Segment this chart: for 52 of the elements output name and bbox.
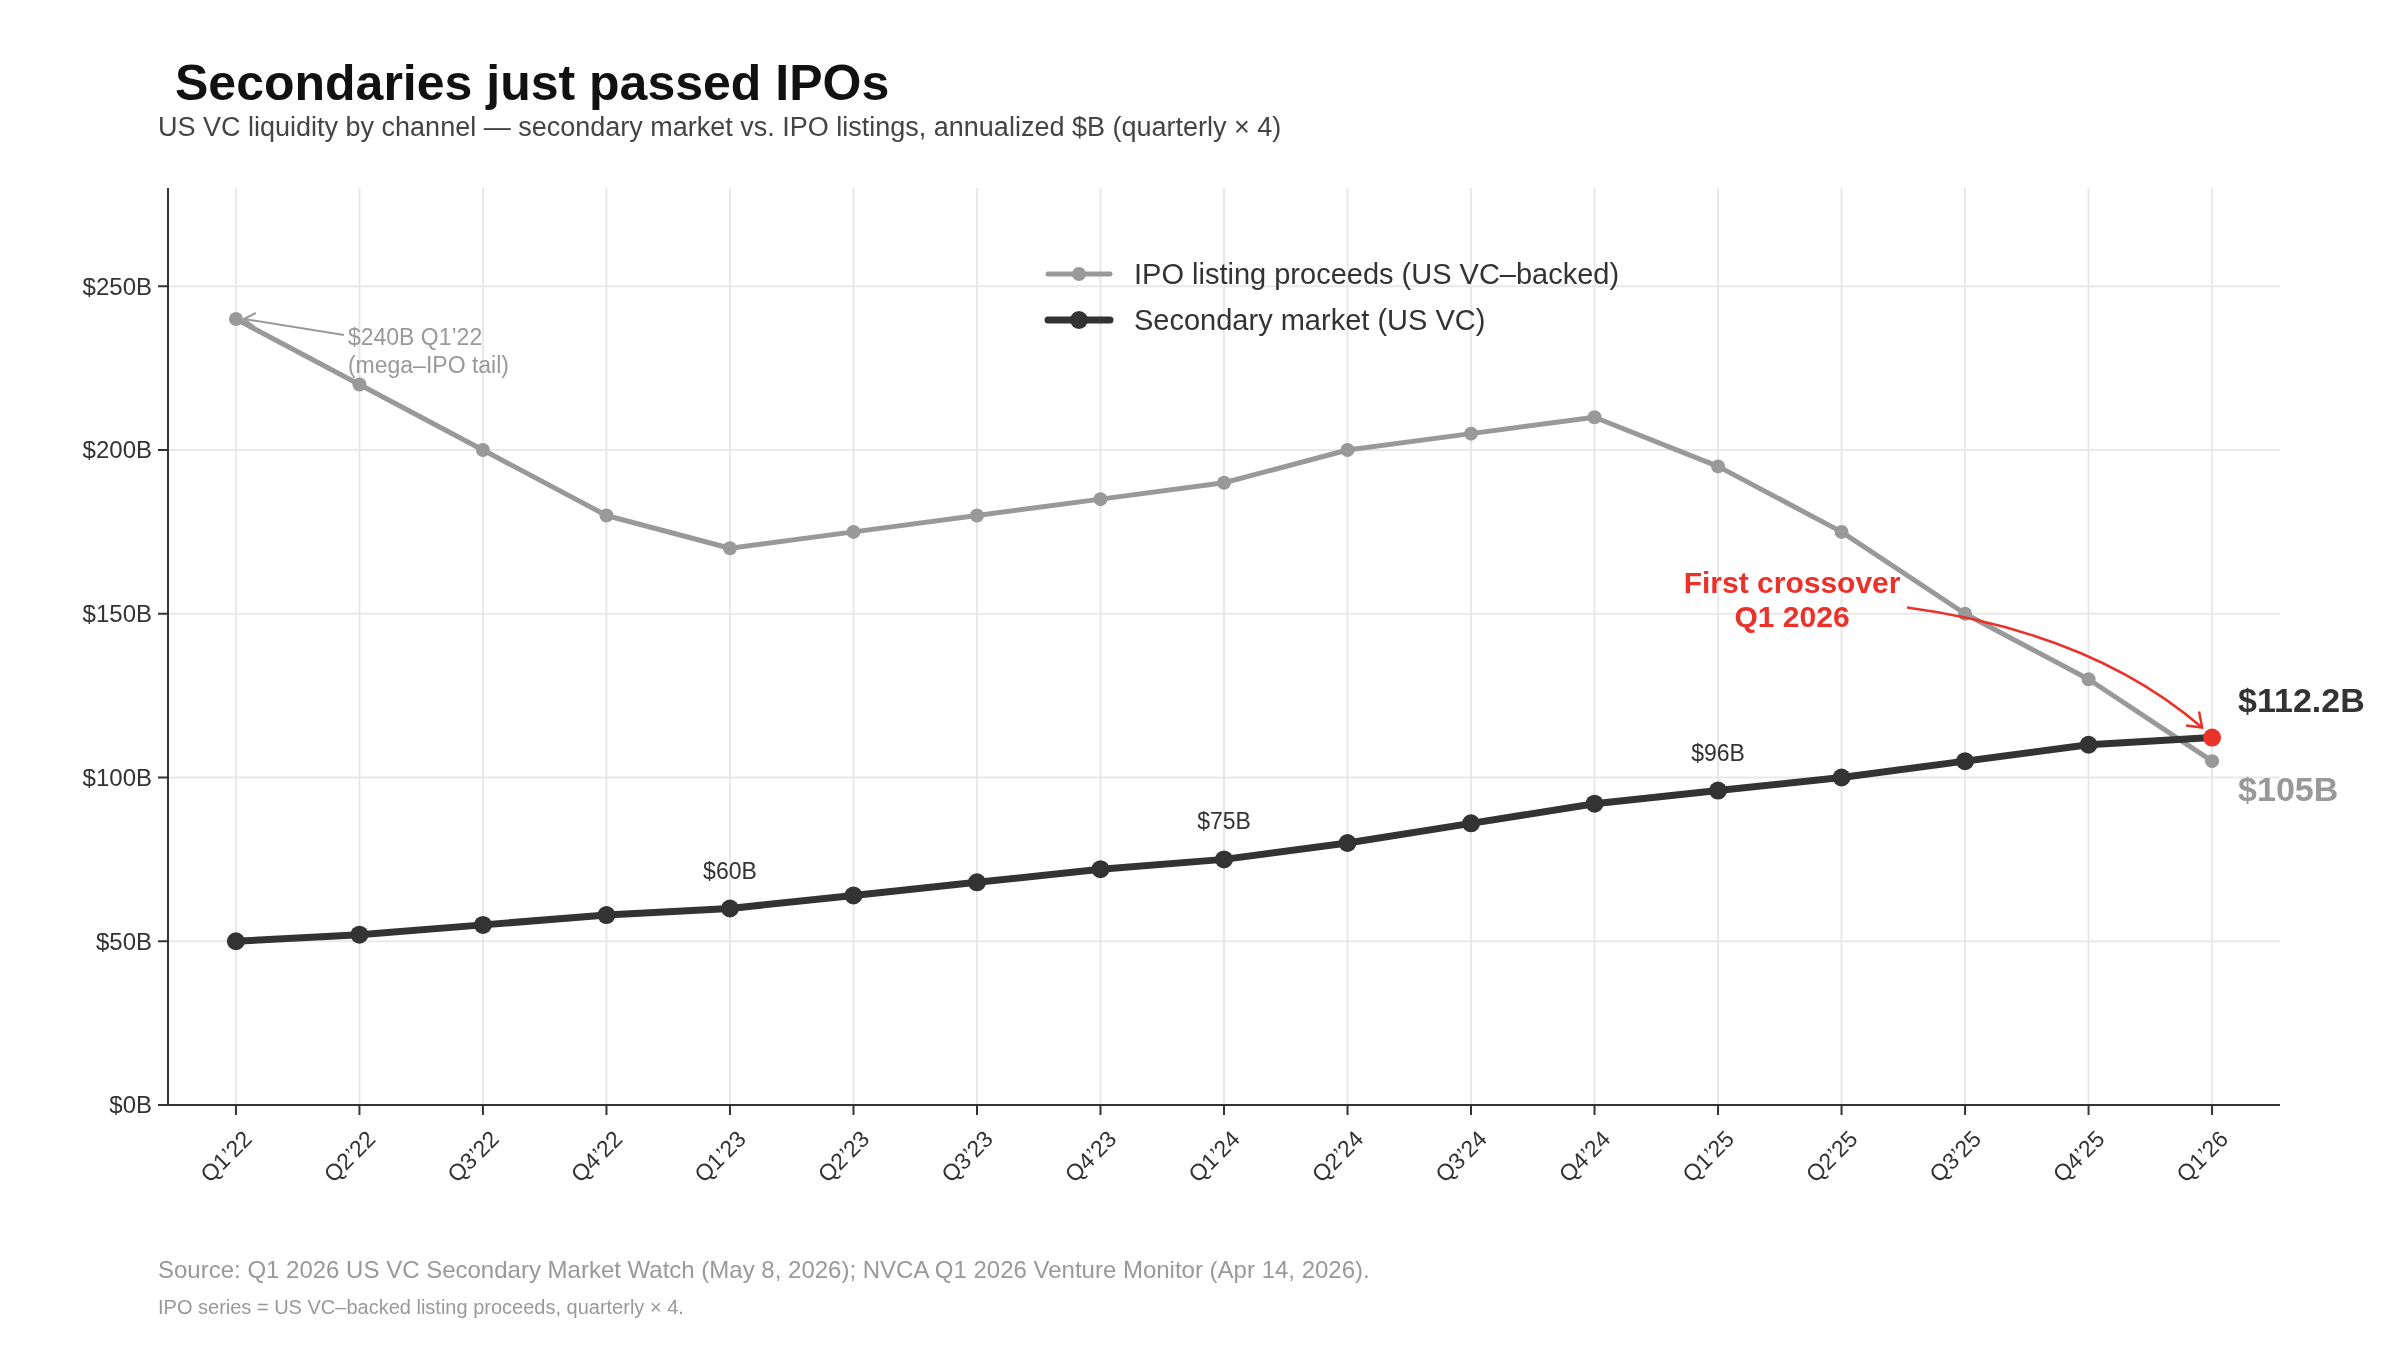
- y-tick-label: $200B: [82, 436, 152, 464]
- point: [1215, 850, 1233, 869]
- point: [473, 915, 492, 934]
- point: [1217, 475, 1231, 490]
- data-label: $75B: [1197, 808, 1251, 835]
- point: [1464, 426, 1479, 441]
- data-label: $60B: [703, 857, 757, 884]
- data-label: $105B: [2238, 770, 2339, 809]
- point: [1834, 524, 1849, 539]
- legend-label: Secondary market (US VC): [1134, 304, 1486, 337]
- point: [599, 508, 614, 523]
- point: [2205, 754, 2220, 769]
- source-note: Source: Q1 2026 US VC Secondary Market Watch (May 8, 2026); NVCA Q1 2026 Venture Monitor (Apr 14, 2026).: [158, 1256, 1370, 1283]
- point: [844, 886, 863, 905]
- y-tick-label: $0B: [109, 1091, 152, 1119]
- point: [597, 906, 616, 925]
- point: [228, 312, 243, 326]
- y-tick-label: $150B: [82, 600, 152, 628]
- point: [2081, 672, 2096, 687]
- point: [967, 873, 986, 892]
- chart-title: Secondaries just passed IPOs: [175, 55, 890, 111]
- point: [969, 508, 984, 523]
- point: [350, 925, 369, 944]
- point: [1587, 410, 1602, 425]
- point: [1338, 834, 1357, 852]
- point: [1462, 814, 1481, 833]
- point: [475, 443, 490, 457]
- point: [1711, 459, 1726, 474]
- annotation: First crossover Q1 2026: [1683, 565, 1901, 634]
- y-tick-label: $100B: [82, 763, 152, 791]
- point: [352, 377, 367, 392]
- point: [1091, 860, 1110, 879]
- point: [1709, 781, 1728, 800]
- point: [2203, 728, 2222, 747]
- point: [226, 932, 245, 951]
- point: [720, 899, 739, 918]
- text: IPO series = US VC–backed listing proceeds, quarterly × 4.: [158, 1296, 684, 1318]
- y-tick-label: $50B: [95, 927, 152, 955]
- chart-subtitle: US VC liquidity by channel — secondary market vs. IPO listings, annualized $B (quarterly × 4): [158, 112, 1282, 142]
- point: [1585, 794, 1604, 813]
- y-tick-label: $250B: [82, 272, 152, 300]
- point: [846, 524, 861, 539]
- annotation: $240B Q1’22 (mega–IPO tail): [347, 324, 509, 378]
- data-label: $96B: [1691, 739, 1745, 766]
- point: [1956, 752, 1975, 771]
- point: [1832, 768, 1851, 787]
- point: [722, 541, 737, 556]
- data-label: $112.2B: [2238, 680, 2365, 719]
- point: [1340, 443, 1355, 457]
- point: [1093, 492, 1108, 507]
- point: [2079, 735, 2098, 754]
- legend-label: IPO listing proceeds (US VC–backed): [1134, 258, 1620, 291]
